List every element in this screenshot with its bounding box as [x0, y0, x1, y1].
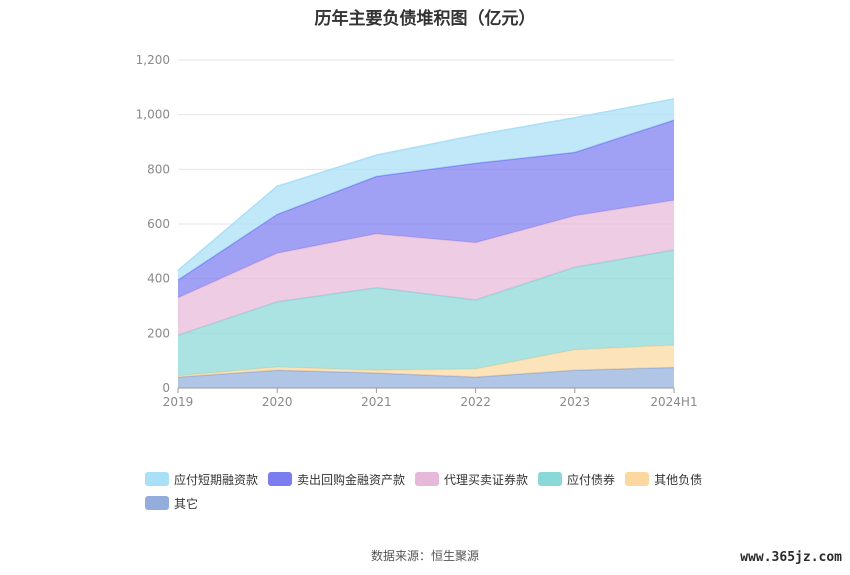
legend-label: 卖出回购金融资产款 [297, 472, 406, 487]
legend-swatch [415, 472, 440, 486]
legend-swatch [268, 472, 293, 486]
watermark: www.365jz.com [740, 550, 842, 565]
y-tick-label: 400 [147, 272, 170, 286]
legend-item-others[interactable]: 其它 [145, 494, 198, 512]
legend-label: 其它 [174, 496, 199, 511]
area-series [177, 98, 675, 388]
legend-swatch [145, 472, 169, 486]
legend-label: 应付短期融资款 [174, 472, 259, 487]
x-tick-label: 2021 [361, 395, 392, 409]
legend: 应付短期融资款 卖出回购金融资产款 代理买卖证券款 应付债券 其他负债 其它 [145, 470, 745, 512]
x-tick-label: 2022 [460, 395, 491, 409]
area-series-应付债券[interactable] [178, 250, 674, 376]
chart-title: 历年主要负债堆积图（亿元） [314, 9, 536, 29]
series-line [177, 98, 675, 272]
x-tick-label: 2020 [262, 395, 293, 409]
area-series-代理买卖证券款[interactable] [178, 200, 674, 336]
legend-item-bonds-payable[interactable]: 应付债券 [538, 470, 615, 488]
x-tick-label: 2023 [560, 395, 591, 409]
y-tick-label: 800 [147, 162, 170, 176]
y-tick-label: 600 [147, 217, 170, 231]
legend-label: 其他负债 [654, 472, 703, 487]
legend-item-brokerage-deposits[interactable]: 代理买卖证券款 [415, 470, 528, 488]
legend-swatch [538, 472, 563, 486]
legend-item-repo[interactable]: 卖出回购金融资产款 [268, 470, 405, 488]
axes: 0 200 400 600 800 1,000 1,200 2019 2020 2021 2022 2… [136, 53, 698, 409]
y-tick-label: 1,000 [136, 108, 170, 122]
legend-swatch [145, 496, 169, 510]
y-tick-label: 1,200 [136, 53, 170, 67]
area-series-应付短期融资款[interactable] [178, 98, 674, 280]
legend-swatch [625, 472, 650, 486]
legend-item-short-term-financing[interactable]: 应付短期融资款 [145, 470, 258, 488]
data-source: 数据来源：恒生聚源 [370, 549, 479, 563]
x-tick-label: 2019 [163, 395, 194, 409]
area-series-卖出回购金融资产款[interactable] [178, 120, 674, 298]
stacked-area-chart: 0 200 400 600 800 1,000 1,200 2019 2020 2021 2022 2… [136, 53, 698, 409]
y-tick-label: 200 [147, 326, 170, 340]
legend-label: 代理买卖证券款 [444, 472, 529, 487]
area-series-其他负债[interactable] [178, 345, 674, 378]
x-tick-label: 2024H1 [650, 395, 697, 409]
y-tick-label: 0 [162, 381, 170, 395]
legend-item-other-liabilities[interactable]: 其他负债 [625, 470, 702, 488]
legend-label: 应付债券 [567, 472, 616, 487]
